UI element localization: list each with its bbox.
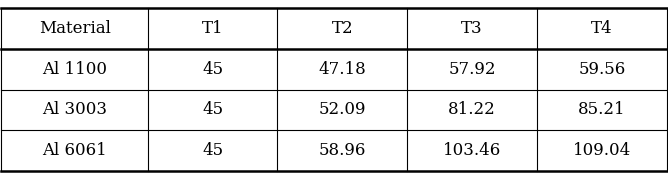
Text: T1: T1 [202,20,223,37]
Text: Material: Material [39,20,110,37]
Text: 52.09: 52.09 [319,101,366,118]
Text: T2: T2 [331,20,353,37]
Text: 58.96: 58.96 [319,142,366,159]
Text: T3: T3 [461,20,483,37]
Text: 81.22: 81.22 [448,101,496,118]
Text: 45: 45 [202,61,223,78]
Text: 47.18: 47.18 [319,61,366,78]
Text: 59.56: 59.56 [578,61,625,78]
Text: 45: 45 [202,101,223,118]
Text: Al 6061: Al 6061 [42,142,107,159]
Text: 45: 45 [202,142,223,159]
Text: 57.92: 57.92 [448,61,496,78]
Text: 85.21: 85.21 [578,101,625,118]
Text: 103.46: 103.46 [443,142,501,159]
Text: Al 3003: Al 3003 [42,101,107,118]
Text: 109.04: 109.04 [572,142,631,159]
Text: Al 1100: Al 1100 [42,61,107,78]
Text: T4: T4 [591,20,613,37]
